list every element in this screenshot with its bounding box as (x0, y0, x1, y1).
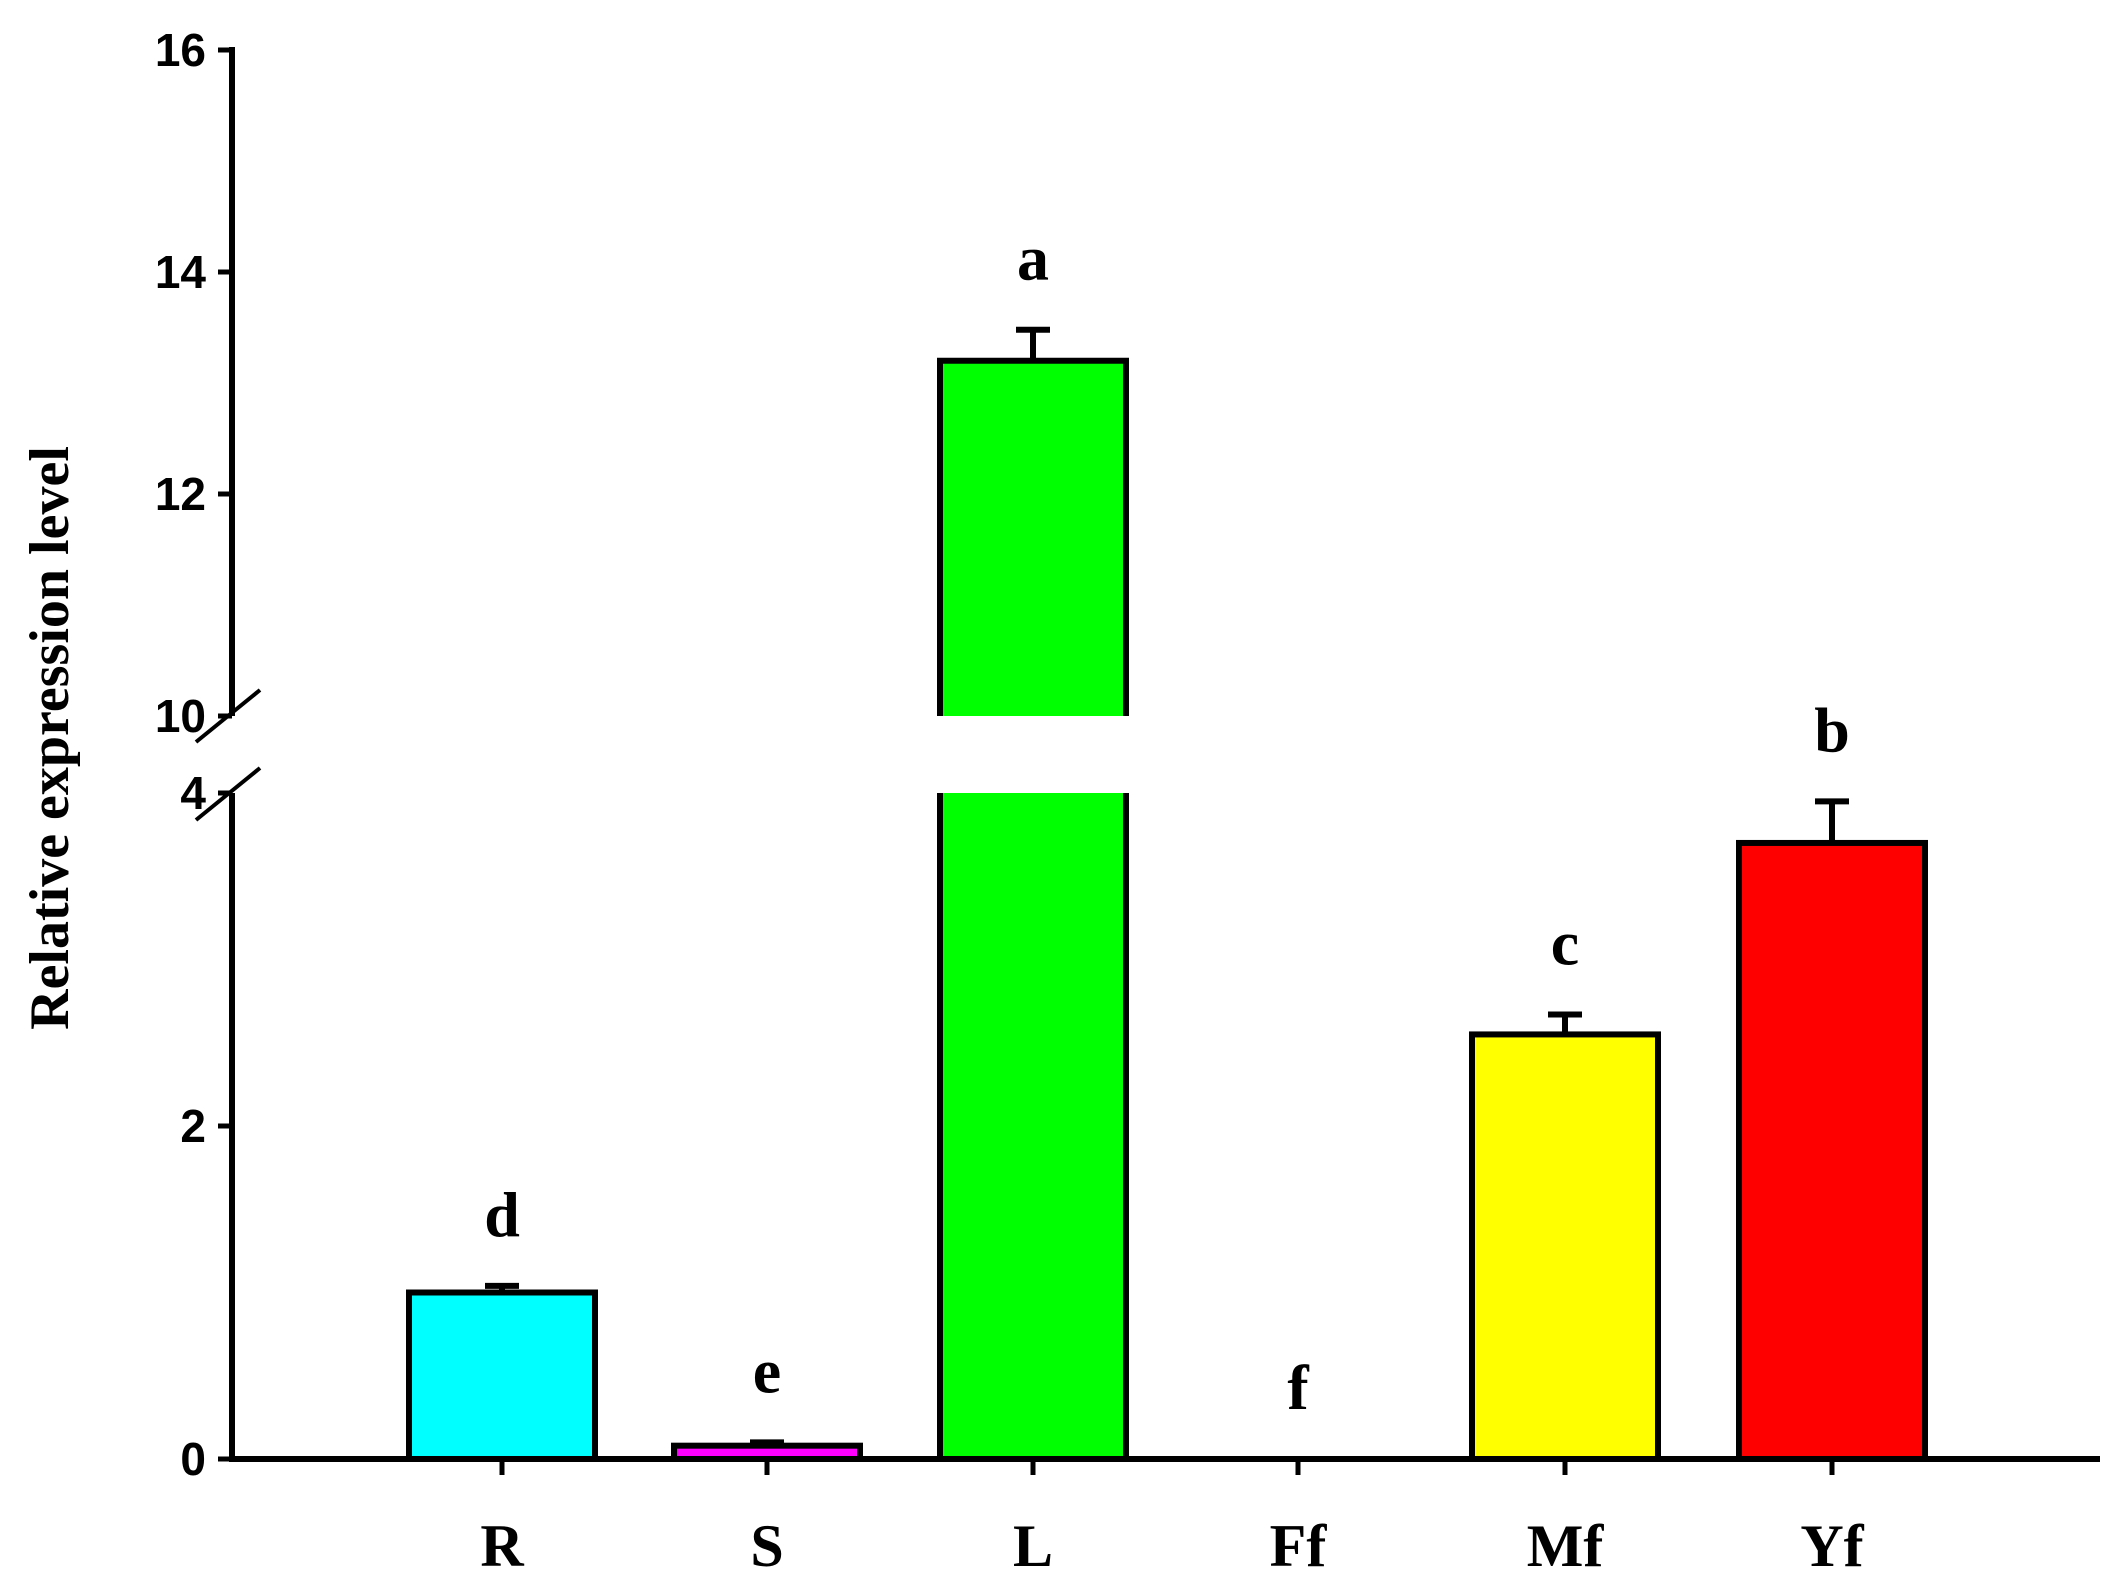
significance-label-S: e (753, 1335, 781, 1406)
significance-label-Mf: c (1551, 907, 1579, 978)
x-tick-label-R: R (480, 1513, 524, 1579)
x-tick-label-S: S (750, 1513, 783, 1579)
y-tick-label: 10 (155, 690, 206, 742)
bar-L-upper (940, 360, 1126, 716)
bars-layer (406, 326, 1928, 1463)
y-tick-label: 0 (180, 1433, 206, 1485)
x-tick-label-L: L (1013, 1513, 1053, 1579)
x-tick-label-Mf: Mf (1527, 1513, 1605, 1579)
bar-R (406, 1289, 598, 1462)
significance-label-Yf: b (1814, 694, 1850, 765)
bar-L-lower (940, 793, 1126, 1459)
y-tick-label: 12 (155, 468, 206, 520)
x-tick-label-Ff: Ff (1270, 1513, 1328, 1579)
significance-label-L: a (1017, 223, 1049, 294)
y-tick-label: 14 (155, 246, 207, 298)
y-tick-label: 4 (180, 767, 206, 819)
y-axis-title: Relative expression level (19, 446, 81, 1030)
y-tick-labels: 0 2 4 10 12 14 16 (155, 24, 207, 1485)
x-tick-label-Yf: Yf (1800, 1513, 1864, 1579)
x-tick-labels: R S L Ff Mf Yf (480, 1513, 1864, 1579)
bar-Yf (1736, 839, 1928, 1462)
y-axis (194, 47, 2100, 1475)
significance-labels: d e a f c b (484, 223, 1850, 1423)
y-tick-label: 16 (155, 24, 206, 76)
significance-label-Ff: f (1287, 1352, 1309, 1423)
bar-Mf (1469, 1031, 1661, 1463)
y-tick-label: 2 (180, 1100, 206, 1152)
significance-label-R: d (484, 1179, 520, 1250)
